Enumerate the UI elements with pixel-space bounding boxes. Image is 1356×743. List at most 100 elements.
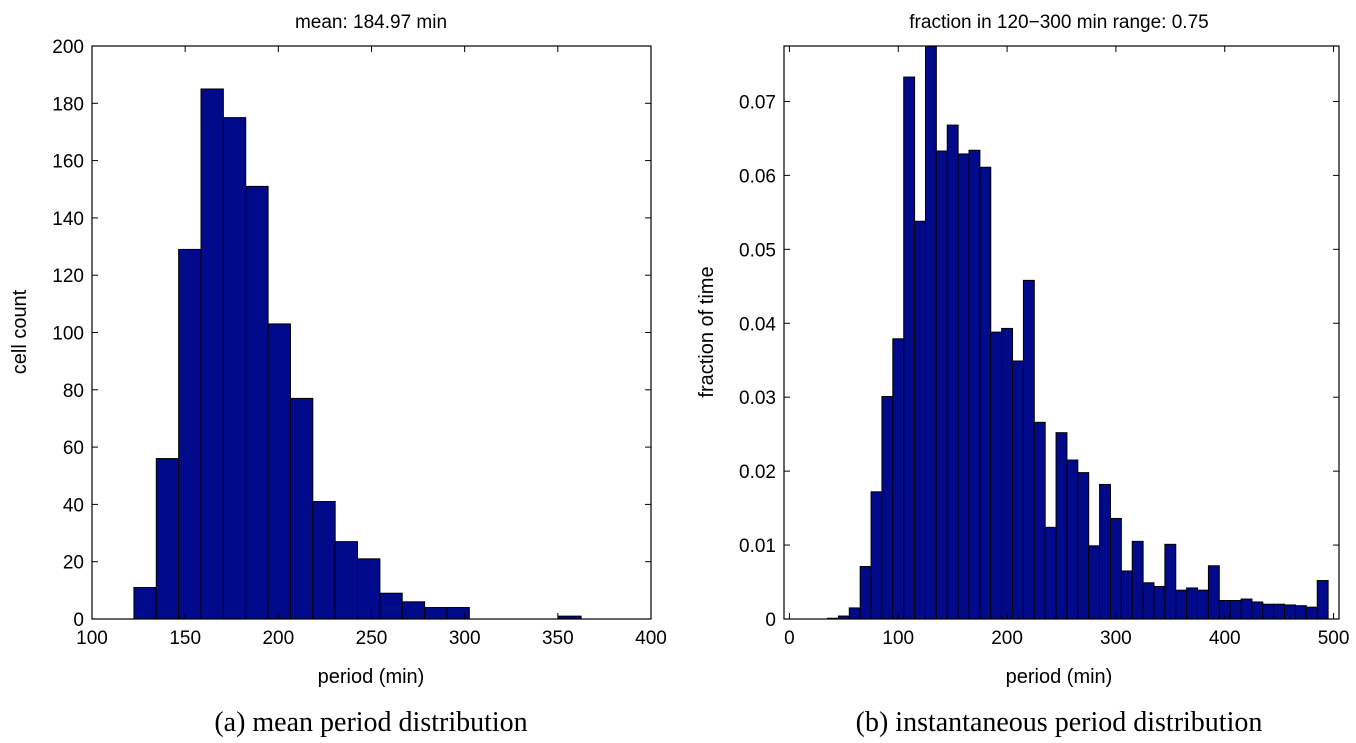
chart-b-bar <box>1229 600 1242 620</box>
x-tick-label: 100 <box>882 628 914 649</box>
chart-b-bar <box>870 491 883 620</box>
x-tick-label: 350 <box>542 628 574 649</box>
chart-b-ticks: 0 100 200 300 400 500 0 0.01 0.02 0.03 0.04 0.05 0.0… <box>739 46 1349 649</box>
chart-a-bars <box>133 88 582 620</box>
chart-b-bar <box>1175 589 1188 620</box>
chart-a-bar <box>267 323 291 620</box>
chart-b-bar <box>1294 605 1307 620</box>
chart-b-bar <box>903 76 916 620</box>
chart-b-bar <box>946 124 959 620</box>
chart-a-bar <box>312 501 336 620</box>
chart-a-mean-period: mean: 184.97 min 100 150 200 250 300 350 400 0 2… <box>9 12 667 738</box>
chart-a-bar <box>155 458 180 620</box>
y-tick-label: 0.07 <box>739 92 776 113</box>
chart-b-bar <box>1044 526 1057 620</box>
y-tick-label: 0.04 <box>739 314 776 335</box>
x-tick-label: 400 <box>635 628 667 649</box>
chart-a-bar <box>424 607 448 620</box>
chart-b-bar <box>1109 517 1122 620</box>
y-tick-label: 0.05 <box>739 240 776 261</box>
chart-b-bar <box>935 150 948 620</box>
chart-b-bar <box>892 338 905 620</box>
y-tick-label: 0.06 <box>739 166 776 187</box>
chart-b-bar <box>1207 565 1220 620</box>
chart-b-bar <box>1099 483 1111 620</box>
chart-a-bar <box>200 88 224 620</box>
chart-b-instantaneous-period: fraction in 120−300 min range: 0.75 0 100… <box>696 12 1349 738</box>
x-tick-label: 0 <box>784 628 795 649</box>
y-tick-label: 60 <box>63 438 84 459</box>
y-tick-label: 80 <box>63 381 84 402</box>
y-tick-label: 0.03 <box>739 388 776 409</box>
x-tick-label: 500 <box>1318 628 1350 649</box>
x-tick-label: 150 <box>169 628 201 649</box>
chart-b-bar <box>1251 601 1264 620</box>
chart-a-ticks: 100 150 200 250 300 350 400 0 20 40 60 80 100 120 140 1… <box>52 37 667 649</box>
chart-a-bar <box>379 592 403 620</box>
chart-a-x-axis-label: period (min) <box>318 666 425 688</box>
x-tick-label: 100 <box>76 628 108 649</box>
chart-b-bar <box>1066 459 1079 620</box>
chart-b-bar <box>1088 545 1101 620</box>
chart-b-bar <box>1197 589 1209 620</box>
chart-b-bar <box>1284 604 1296 620</box>
chart-b-bar <box>979 166 992 620</box>
chart-b-caption: (b) instantaneous period distribution <box>856 707 1263 738</box>
chart-b-bars <box>827 45 1329 620</box>
x-tick-label: 300 <box>1100 628 1132 649</box>
chart-a-title: mean: 184.97 min <box>295 12 447 33</box>
y-tick-label: 140 <box>52 209 84 230</box>
chart-b-x-axis-label: period (min) <box>1006 666 1113 688</box>
y-tick-label: 100 <box>52 324 84 345</box>
chart-b-bar <box>1055 432 1068 620</box>
x-tick-label: 250 <box>356 628 388 649</box>
x-tick-label: 200 <box>991 628 1023 649</box>
chart-b-title: fraction in 120−300 min range: 0.75 <box>909 12 1208 33</box>
chart-b-bar <box>1131 540 1144 620</box>
chart-b-bar <box>1262 603 1275 620</box>
chart-a-bar <box>222 117 247 620</box>
y-tick-label: 0 <box>73 610 84 631</box>
y-tick-label: 120 <box>52 266 84 287</box>
chart-b-bar <box>881 395 894 620</box>
y-tick-label: 0 <box>765 610 776 631</box>
chart-b-bar <box>1186 587 1199 620</box>
x-tick-label: 200 <box>262 628 294 649</box>
chart-b-bar <box>957 153 970 620</box>
chart-b-bar <box>1305 606 1318 620</box>
chart-b-bar <box>1033 421 1046 620</box>
y-tick-label: 20 <box>63 553 84 574</box>
chart-b-bar <box>1077 472 1090 620</box>
chart-b-bar <box>1153 585 1166 620</box>
chart-b-bar <box>1240 598 1253 620</box>
chart-b-bar <box>1164 543 1177 620</box>
chart-b-bar <box>1120 570 1133 620</box>
chart-b-plot-frame <box>783 45 1340 620</box>
chart-a-bar <box>289 397 314 620</box>
chart-a-bar <box>334 541 359 620</box>
x-tick-label: 400 <box>1209 628 1241 649</box>
chart-b-bar <box>1022 279 1035 620</box>
chart-b-bar <box>990 331 1003 620</box>
chart-b-y-axis-label: fraction of time <box>696 266 718 397</box>
y-tick-label: 200 <box>52 37 84 58</box>
y-tick-label: 40 <box>63 495 84 516</box>
chart-b-bar <box>914 220 926 620</box>
chart-a-bar <box>245 185 269 620</box>
chart-b-bar <box>1316 580 1329 620</box>
chart-b-bar <box>1001 327 1014 620</box>
chart-b-bar <box>924 45 937 620</box>
chart-a-bar <box>401 601 426 620</box>
chart-a-bar <box>446 607 470 620</box>
chart-b-bar <box>859 566 872 620</box>
chart-a-caption: (a) mean period distribution <box>214 707 527 738</box>
chart-a-bar <box>357 558 381 620</box>
chart-b-bar <box>968 149 981 620</box>
y-tick-label: 180 <box>52 94 84 115</box>
chart-a-y-axis-label: cell count <box>9 289 31 374</box>
y-tick-label: 0.01 <box>739 536 776 557</box>
chart-b-bar <box>1012 360 1024 620</box>
y-tick-label: 160 <box>52 152 84 173</box>
chart-a-bar <box>133 586 157 620</box>
